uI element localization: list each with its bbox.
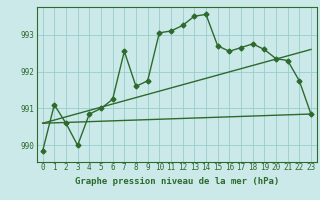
X-axis label: Graphe pression niveau de la mer (hPa): Graphe pression niveau de la mer (hPa) [75,177,279,186]
